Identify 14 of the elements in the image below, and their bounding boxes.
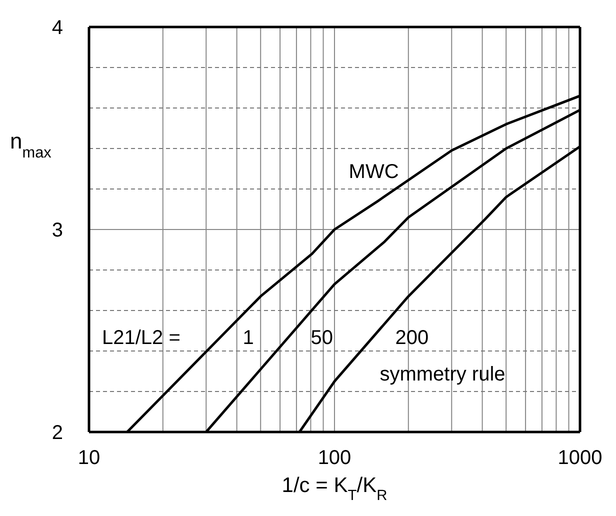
y-tick-label: 4 — [52, 17, 63, 40]
y-tick-label: 2 — [52, 422, 63, 444]
y-axis-title: n$_{max}$ — [10, 128, 52, 161]
series-label: 1 — [242, 326, 254, 349]
annotation: symmetry rule — [380, 363, 506, 386]
x-axis-title: 1/c = K$_{T}$/K$_{R}$ — [282, 474, 388, 504]
series-label: 200 — [395, 326, 429, 349]
y-tick-label: 3 — [52, 220, 63, 242]
x-tick-label: 10 — [78, 447, 100, 470]
annotation: MWC — [348, 160, 399, 183]
legend-title: L21/L2 = — [102, 326, 180, 349]
x-tick-label: 1000 — [558, 447, 602, 470]
series-label: 50 — [310, 326, 334, 349]
x-tick-label: 100 — [318, 447, 352, 470]
